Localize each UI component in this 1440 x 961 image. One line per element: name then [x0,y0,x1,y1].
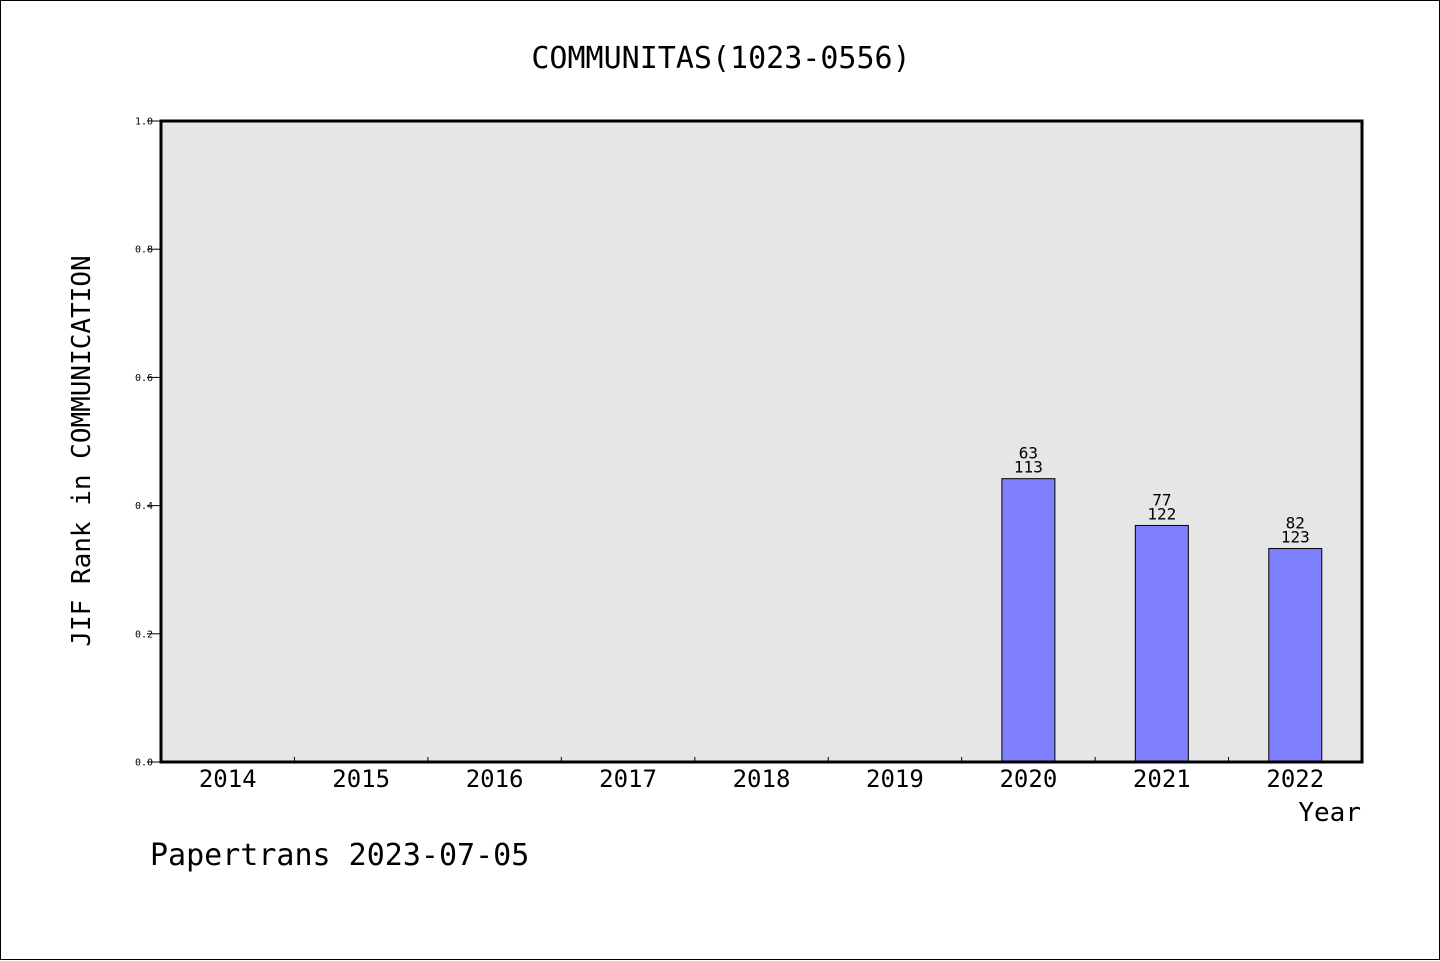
y-tick-label: 0.2 [135,629,153,640]
y-tick-label: 1.0 [135,117,153,128]
plot-border [159,119,1364,764]
x-tick-label: 2014 [199,765,257,793]
chart-title: COMMUNITAS(1023-0556) [531,41,910,76]
bar-2020 [1001,478,1056,763]
x-tick-label: 2020 [999,765,1057,793]
x-tick-label: 2015 [332,765,390,793]
x-tick-label: 2021 [1133,765,1191,793]
y-tick-label: 0.8 [135,245,153,256]
y-axis-ticks: 0.0 0.2 0.4 0.6 0.8 1.0 [135,117,161,769]
bar-rank-label: 82 [1286,514,1305,533]
y-axis-title: JIF Rank in COMMUNICATION [67,255,97,646]
x-tick-label: 2018 [733,765,791,793]
bar-rank-label: 77 [1152,490,1171,509]
x-axis-ticks: 2014 2015 2016 2017 2018 2019 2020 2021 2022 [199,757,1324,793]
bar-total-label: 113 [1014,458,1043,477]
x-tick-label: 2017 [599,765,657,793]
y-tick-label: 0.4 [135,501,153,512]
bar-rank-label: 63 [1019,444,1038,463]
bar-2022 [1268,548,1323,763]
y-tick-label: 0.6 [135,373,153,384]
x-tick-label: 2016 [466,765,524,793]
bar-total-label: 122 [1147,504,1176,523]
bar-series [1001,478,1323,763]
footer-watermark: Papertrans 2023-07-05 [150,838,529,873]
bar-total-label: 123 [1281,528,1310,547]
bar-2021 [1134,524,1189,763]
y-tick-label: 0.0 [135,758,153,769]
x-axis-title: Year [1298,798,1361,828]
x-tick-label: 2022 [1266,765,1324,793]
x-tick-label: 2019 [866,765,924,793]
